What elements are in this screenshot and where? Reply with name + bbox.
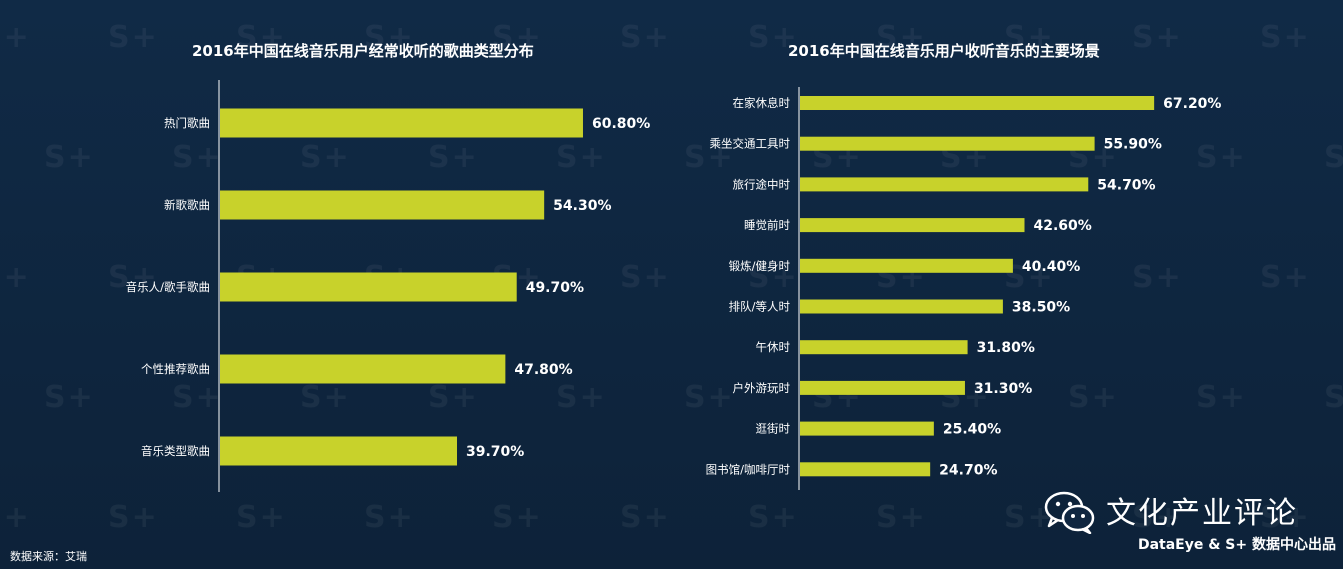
category-label: 锻炼/健身时: [729, 259, 791, 273]
category-label: 音乐类型歌曲: [141, 444, 210, 458]
category-label: 热门歌曲: [164, 116, 210, 130]
bar: [800, 258, 1013, 273]
wechat-icon: [1044, 491, 1095, 534]
bar: [800, 462, 931, 477]
category-label: 个性推荐歌曲: [141, 362, 210, 376]
bar: [800, 340, 968, 355]
value-label: 39.70%: [466, 444, 524, 460]
category-label: 睡觉前时: [744, 218, 790, 232]
value-label: 55.90%: [1104, 137, 1162, 153]
category-label: 乘坐交通工具时: [710, 137, 791, 151]
category-label: 在家休息时: [733, 96, 791, 110]
value-label: 40.40%: [1022, 259, 1080, 275]
brand-name: 文化产业评论: [1106, 496, 1298, 531]
category-label: 图书馆/咖啡厅时: [706, 462, 791, 476]
brand-subtitle: DataEye & S+ 数据中心出品: [1137, 537, 1336, 553]
chart-title-song-types: 2016年中国在线音乐用户经常收听的歌曲类型分布: [192, 42, 534, 60]
bar: [800, 218, 1025, 233]
category-label: 户外游玩时: [733, 381, 791, 395]
bar: [800, 177, 1089, 192]
category-label: 逛街时: [756, 422, 791, 436]
value-label: 60.80%: [592, 116, 650, 132]
chart-title-scenes: 2016年中国在线音乐用户收听音乐的主要场景: [788, 42, 1100, 60]
bar: [220, 272, 517, 302]
bar: [220, 436, 458, 466]
category-label: 新歌歌曲: [164, 198, 210, 212]
value-label: 24.70%: [939, 462, 997, 478]
value-label: 54.70%: [1097, 177, 1155, 193]
category-label: 排队/等人时: [729, 300, 791, 314]
category-label: 午休时: [756, 340, 791, 354]
bar: [800, 380, 965, 395]
value-label: 42.60%: [1034, 218, 1092, 234]
value-label: 31.80%: [977, 340, 1035, 356]
value-label: 25.40%: [943, 422, 1001, 438]
data-source-note: 数据来源：艾瑞: [10, 550, 87, 563]
value-label: 54.30%: [553, 198, 611, 214]
bar: [800, 96, 1155, 110]
bar: [220, 108, 583, 138]
brand-block: 文化产业评论 DataEye & S+ 数据中心出品: [1040, 484, 1340, 564]
bar: [800, 136, 1095, 151]
bar: [220, 354, 506, 384]
category-label: 旅行途中时: [733, 177, 791, 191]
category-label: 音乐人/歌手歌曲: [126, 280, 210, 294]
value-label: 49.70%: [526, 280, 584, 296]
bar: [800, 421, 934, 436]
bar: [800, 299, 1003, 314]
value-label: 31.30%: [974, 381, 1032, 397]
value-label: 38.50%: [1012, 300, 1070, 316]
bar: [220, 190, 545, 220]
value-label: 47.80%: [514, 362, 572, 378]
value-label: 67.20%: [1163, 96, 1221, 112]
